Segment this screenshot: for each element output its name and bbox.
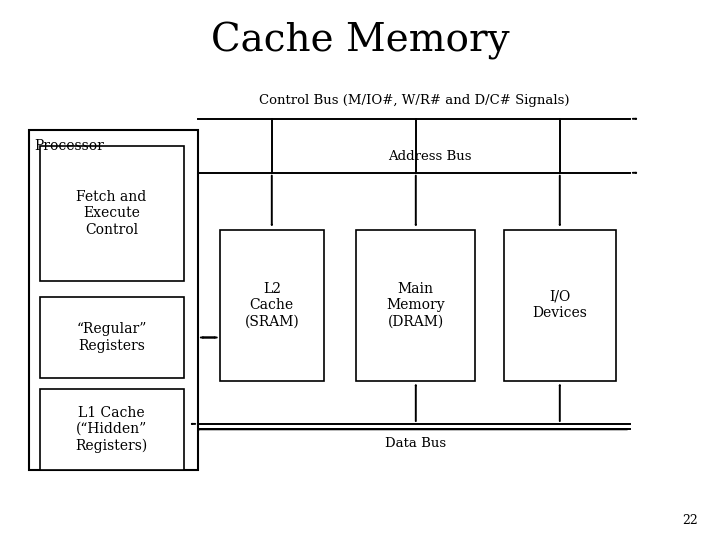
Text: I/O
Devices: I/O Devices [532, 290, 588, 320]
FancyBboxPatch shape [29, 130, 198, 470]
FancyBboxPatch shape [220, 230, 324, 381]
Text: Control Bus (M/IO#, W/R# and D/C# Signals): Control Bus (M/IO#, W/R# and D/C# Signal… [258, 94, 570, 107]
FancyBboxPatch shape [504, 230, 616, 381]
Text: Data Bus: Data Bus [385, 437, 446, 450]
Text: “Regular”
Registers: “Regular” Registers [76, 322, 147, 353]
Text: Cache Memory: Cache Memory [211, 22, 509, 59]
Text: Processor: Processor [35, 139, 104, 153]
Text: L1 Cache
(“Hidden”
Registers): L1 Cache (“Hidden” Registers) [76, 406, 148, 453]
Text: 22: 22 [683, 514, 698, 526]
FancyBboxPatch shape [40, 389, 184, 470]
Text: L2
Cache
(SRAM): L2 Cache (SRAM) [244, 282, 300, 328]
Text: Main
Memory
(DRAM): Main Memory (DRAM) [387, 282, 445, 328]
Text: Address Bus: Address Bus [389, 150, 472, 163]
Text: Fetch and
Execute
Control: Fetch and Execute Control [76, 190, 147, 237]
FancyBboxPatch shape [40, 146, 184, 281]
FancyBboxPatch shape [40, 297, 184, 378]
FancyBboxPatch shape [356, 230, 475, 381]
